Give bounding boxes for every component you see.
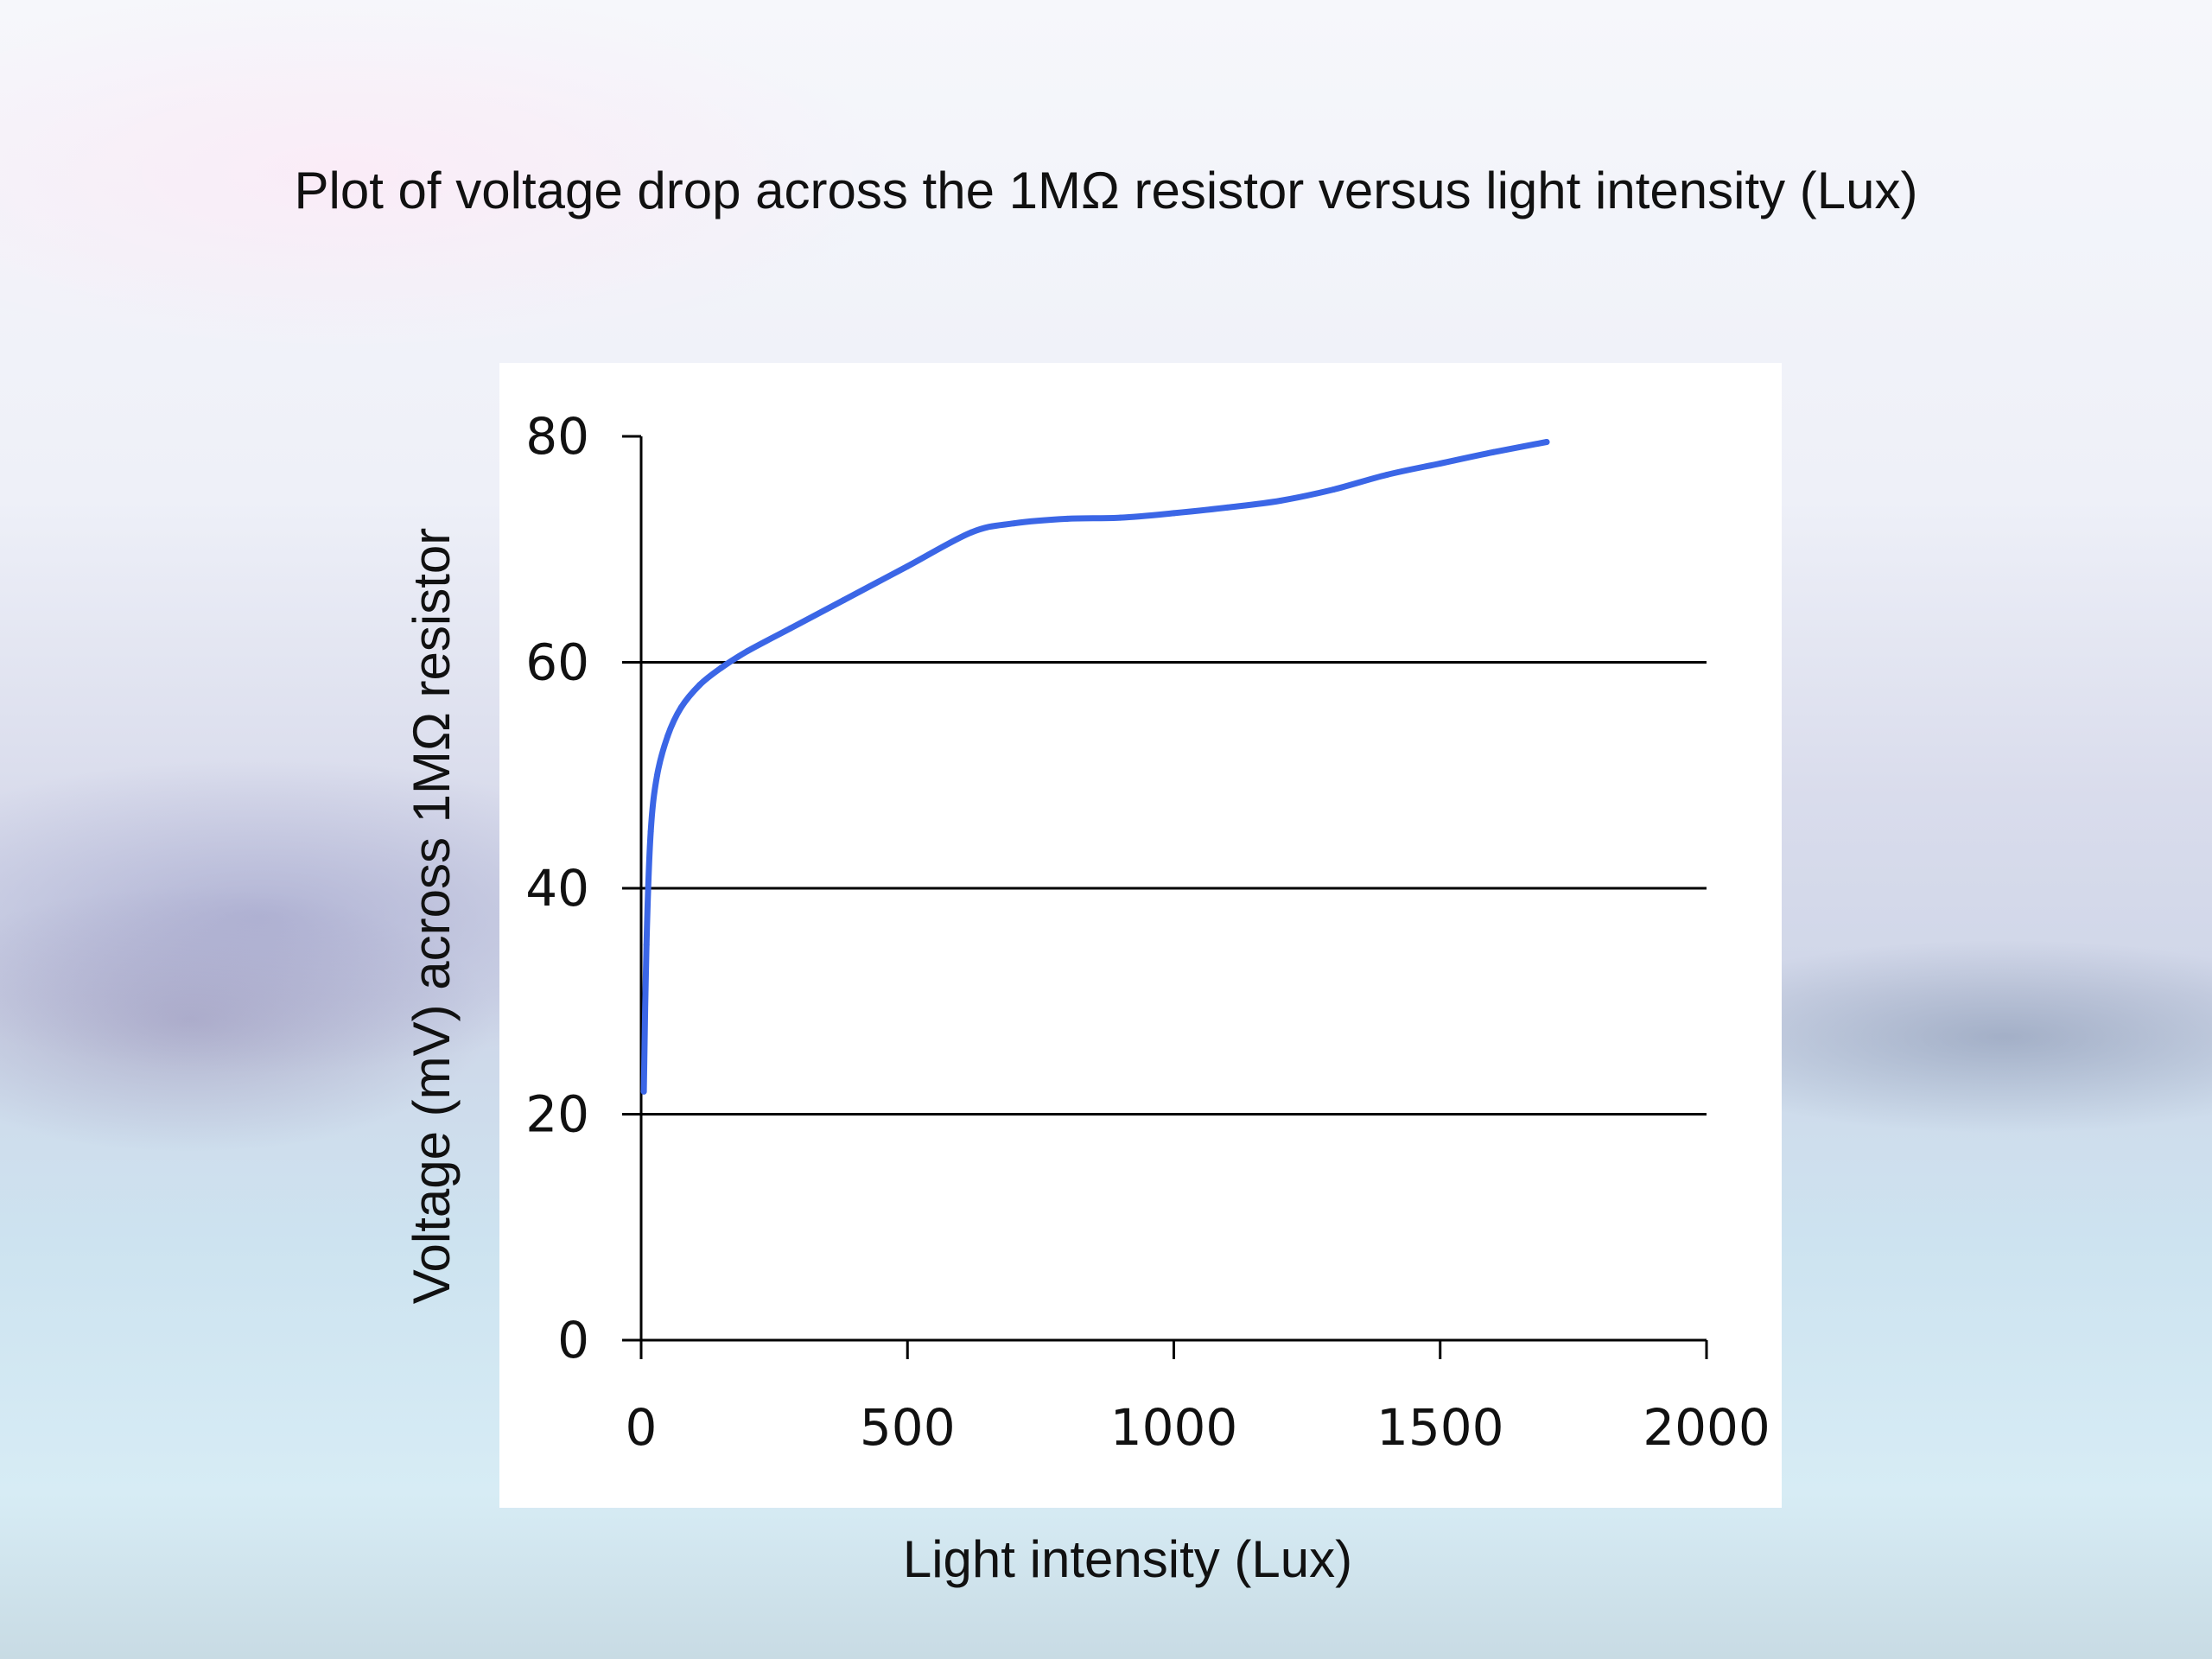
slide-title: Plot of voltage drop across the 1MΩ resi… (294, 162, 1918, 219)
data-point-2 (647, 829, 654, 836)
data-point-22 (1490, 448, 1497, 455)
data-point-4 (664, 733, 671, 739)
data-point-6 (696, 682, 703, 689)
y-tick-label-20: 20 (525, 1085, 589, 1144)
y-axis-title: Voltage (mV) across 1MΩ resistor (403, 528, 461, 1304)
x-tick-label-1500: 1500 (1376, 1398, 1504, 1457)
x-tick-label-0: 0 (626, 1398, 658, 1457)
x-axis-title: Light intensity (Lux) (903, 1530, 1352, 1588)
x-tick-label-2000: 2000 (1643, 1398, 1770, 1457)
x-tick-label-500: 500 (860, 1398, 956, 1457)
y-tick-label-40: 40 (525, 859, 589, 918)
y-tick-label-60: 60 (525, 633, 589, 692)
axes (622, 435, 1708, 1359)
data-point-21 (1437, 460, 1444, 467)
plot-area-background (499, 363, 1782, 1508)
data-point-17 (1224, 504, 1230, 511)
data-point-9 (787, 625, 794, 632)
data-point-14 (1064, 515, 1071, 522)
data-point-15 (1117, 514, 1124, 521)
x-tick-label-1000: 1000 (1110, 1398, 1238, 1457)
data-point-8 (744, 647, 751, 654)
data-point-5 (677, 704, 684, 711)
data-point-11 (904, 563, 911, 569)
data-point-19 (1331, 486, 1337, 493)
grid-lines (641, 661, 1707, 1116)
data-point-18 (1277, 498, 1284, 504)
series (640, 439, 1550, 1095)
y-tick-label-80: 80 (525, 407, 589, 466)
data-point-16 (1171, 510, 1177, 517)
data-point-1 (643, 941, 650, 948)
data-point-10 (840, 597, 847, 604)
data-point-20 (1383, 472, 1390, 478)
data-point-7 (718, 664, 724, 671)
data-point-13 (1011, 520, 1017, 527)
y-tick-label-0: 0 (557, 1311, 589, 1370)
data-point-0 (640, 1088, 647, 1095)
tick-labels: 0 20 40 60 80 0 500 1000 1500 2000 (525, 407, 1770, 1457)
data-point-3 (654, 772, 660, 779)
data-point-23 (1543, 439, 1550, 445)
data-point-12 (968, 529, 975, 536)
